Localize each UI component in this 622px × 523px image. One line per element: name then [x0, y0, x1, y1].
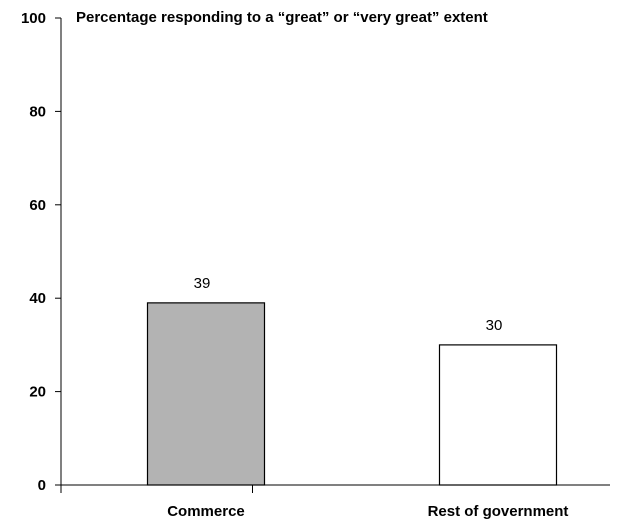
bar-rest-of-government	[438, 344, 558, 486]
data-label: 30	[486, 317, 503, 334]
y-tick-label: 0	[38, 477, 46, 494]
y-tick-label: 80	[29, 103, 46, 120]
data-label: 39	[194, 275, 211, 292]
y-tick-label: 100	[21, 10, 46, 27]
bar-commerce	[146, 302, 266, 486]
chart-title: Percentage responding to a “great” or “v…	[76, 9, 488, 26]
y-tick-label: 20	[29, 384, 46, 401]
category-label: Rest of government	[428, 503, 569, 520]
y-tick-label: 40	[29, 290, 46, 307]
y-tick-label: 60	[29, 197, 46, 214]
category-label: Commerce	[167, 503, 245, 520]
